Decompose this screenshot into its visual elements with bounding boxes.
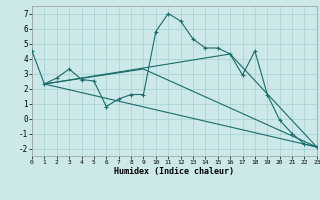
X-axis label: Humidex (Indice chaleur): Humidex (Indice chaleur)	[115, 167, 234, 176]
